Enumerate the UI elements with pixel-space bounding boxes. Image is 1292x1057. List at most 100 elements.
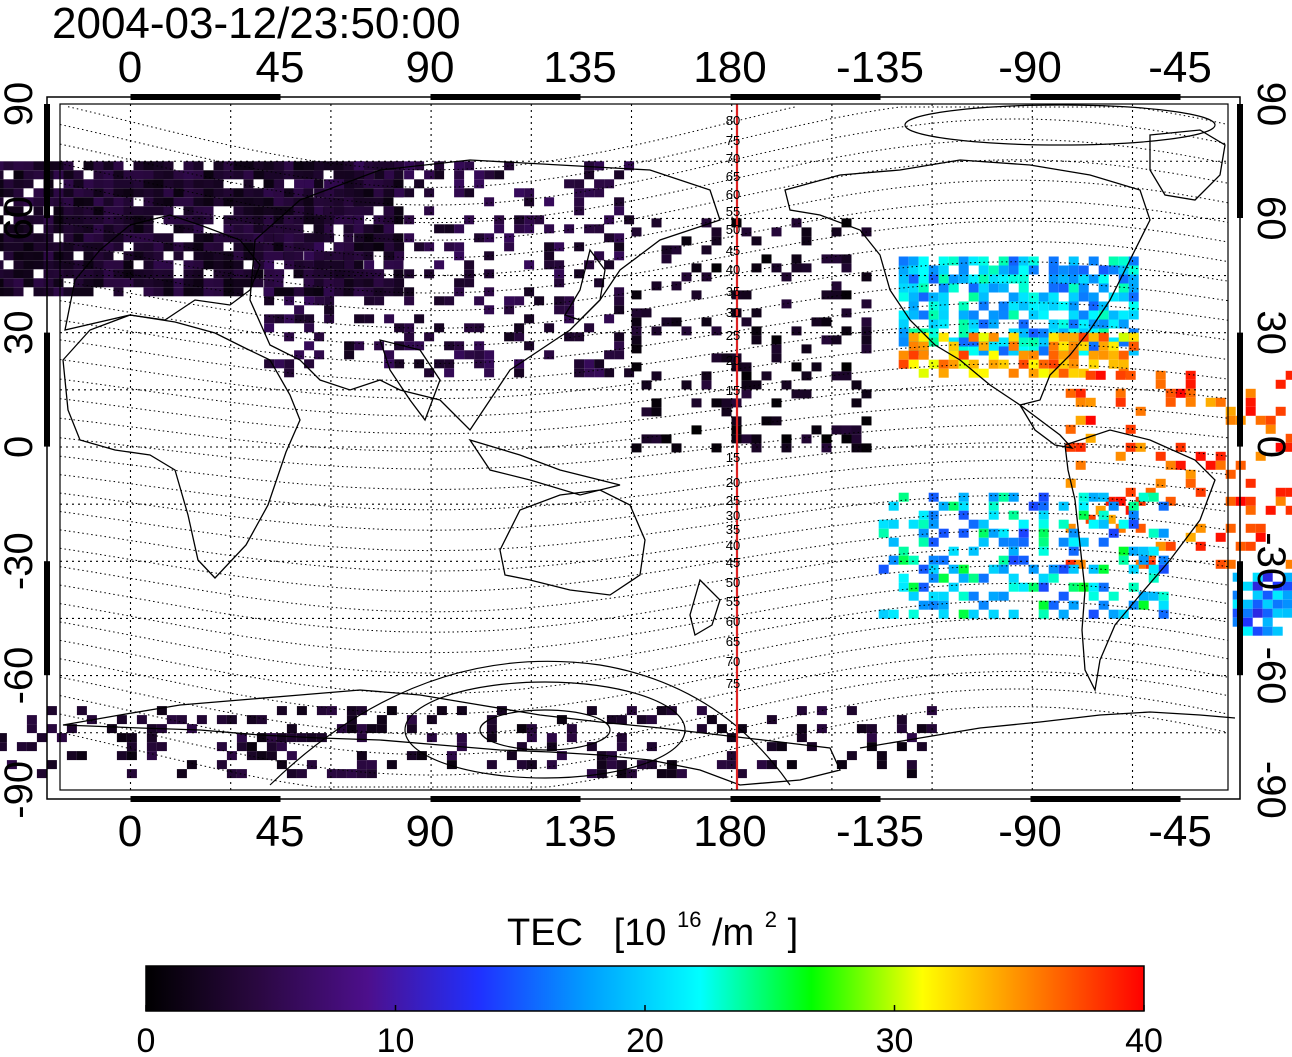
tec-cell-6 <box>1148 564 1159 574</box>
tec-cell-2 <box>791 254 802 264</box>
tec-cell-3 <box>938 265 949 275</box>
tec-cell-3 <box>1018 256 1029 266</box>
tec-cell-0 <box>0 278 4 288</box>
tec-cell-6 <box>1148 546 1159 556</box>
tec-cell-0 <box>3 269 14 279</box>
tec-cell-1 <box>604 179 615 189</box>
tec-cell-16 <box>76 706 87 716</box>
tec-cell-0 <box>123 206 134 216</box>
tec-cell-3 <box>1118 292 1129 302</box>
tec-cell-0 <box>93 269 104 279</box>
tec-cell-5 <box>1225 559 1236 569</box>
tec-cell-0 <box>163 206 174 216</box>
tec-cell-6 <box>948 501 959 511</box>
tec-cell-16 <box>446 751 457 761</box>
tec-cell-16 <box>216 715 227 725</box>
tec-cell-2 <box>861 416 872 426</box>
tec-cell-0 <box>293 224 304 234</box>
tec-cell-0 <box>263 233 274 243</box>
tec-cell-0 <box>73 188 84 198</box>
tec-cell-5 <box>1065 424 1076 434</box>
tec-cell-0 <box>83 206 94 216</box>
tec-cell-6 <box>968 546 979 556</box>
colorbar-tick: 30 <box>876 1022 914 1057</box>
tec-cell-1 <box>344 251 355 261</box>
tec-cell-1 <box>464 215 475 225</box>
tec-cell-1 <box>334 170 345 180</box>
tec-cell-3 <box>968 256 979 266</box>
tec-cell-16 <box>566 733 577 743</box>
tec-cell-6 <box>1108 609 1119 619</box>
tec-cell-16 <box>286 769 297 779</box>
tec-cell-1 <box>514 224 525 234</box>
tec-cell-16 <box>36 733 47 743</box>
tec-cell-1 <box>584 188 595 198</box>
tec-cell-1 <box>594 368 605 378</box>
tec-cell-16 <box>876 760 887 770</box>
tec-cell-5 <box>1165 496 1176 506</box>
tec-cell-3 <box>968 274 979 284</box>
tec-cell-1 <box>534 296 545 306</box>
tec-cell-3 <box>978 319 989 329</box>
tec-cell-16 <box>276 706 287 716</box>
tec-cell-2 <box>841 218 852 228</box>
colorbar-tick: 10 <box>377 1022 415 1057</box>
tec-cell-0 <box>0 269 4 279</box>
tec-cell-1 <box>404 332 415 342</box>
tec-cell-0 <box>373 197 384 207</box>
tec-cell-16 <box>736 769 747 779</box>
tec-cell-0 <box>53 215 64 225</box>
tec-cell-1 <box>344 188 355 198</box>
tec-cell-16 <box>866 733 877 743</box>
tec-cell-6 <box>1088 492 1099 502</box>
tec-cell-1 <box>274 179 285 189</box>
tec-cell-4 <box>918 350 929 360</box>
tec-cell-5 <box>1245 496 1256 506</box>
tec-cell-3 <box>988 265 999 275</box>
tec-cell-3 <box>968 310 979 320</box>
tec-cell-2 <box>841 371 852 381</box>
tec-cell-4 <box>988 359 999 369</box>
tec-cell-4 <box>908 359 919 369</box>
tec-cell-6 <box>928 519 939 529</box>
tec-cell-1 <box>324 314 335 324</box>
tec-cell-16 <box>366 724 377 734</box>
tec-cell-16 <box>596 760 607 770</box>
tec-cell-0 <box>373 233 384 243</box>
tec-cell-0 <box>263 215 274 225</box>
tec-cell-0 <box>243 251 254 261</box>
tec-cell-1 <box>264 296 275 306</box>
tec-cell-6 <box>988 609 999 619</box>
magnetic-latitude-contours <box>59 104 1229 788</box>
tec-cell-2 <box>691 398 702 408</box>
tec-cell-5 <box>1075 397 1086 407</box>
tec-cell-0 <box>23 278 34 288</box>
tec-cell-6 <box>1138 492 1149 502</box>
tec-cell-3 <box>1078 265 1089 275</box>
tec-cell-3 <box>1008 346 1019 356</box>
tec-cell-1 <box>454 161 465 171</box>
tec-cell-4 <box>1118 350 1129 360</box>
tec-cell-16 <box>486 715 497 725</box>
tec-cell-1 <box>604 368 615 378</box>
tec-cell-16 <box>416 751 427 761</box>
tec-cell-4 <box>1078 341 1089 351</box>
tec-cell-0 <box>383 278 394 288</box>
tec-cell-1 <box>594 224 605 234</box>
tec-cell-0 <box>243 170 254 180</box>
tec-cell-16 <box>136 715 147 725</box>
tec-cell-0 <box>73 233 84 243</box>
tec-cell-1 <box>524 188 535 198</box>
tec-cell-2 <box>821 443 832 453</box>
tec-cell-2 <box>771 416 782 426</box>
tec-cell-3 <box>1018 328 1029 338</box>
tec-cell-6 <box>1098 537 1109 547</box>
tec-cell-5 <box>1165 397 1176 407</box>
tec-cell-16 <box>766 715 777 725</box>
tec-cell-0 <box>163 278 174 288</box>
tec-cell-0 <box>263 197 274 207</box>
tec-cell-16 <box>276 760 287 770</box>
tec-cell-0 <box>33 215 44 225</box>
tec-cell-16 <box>66 724 77 734</box>
tec-cell-4 <box>928 359 939 369</box>
